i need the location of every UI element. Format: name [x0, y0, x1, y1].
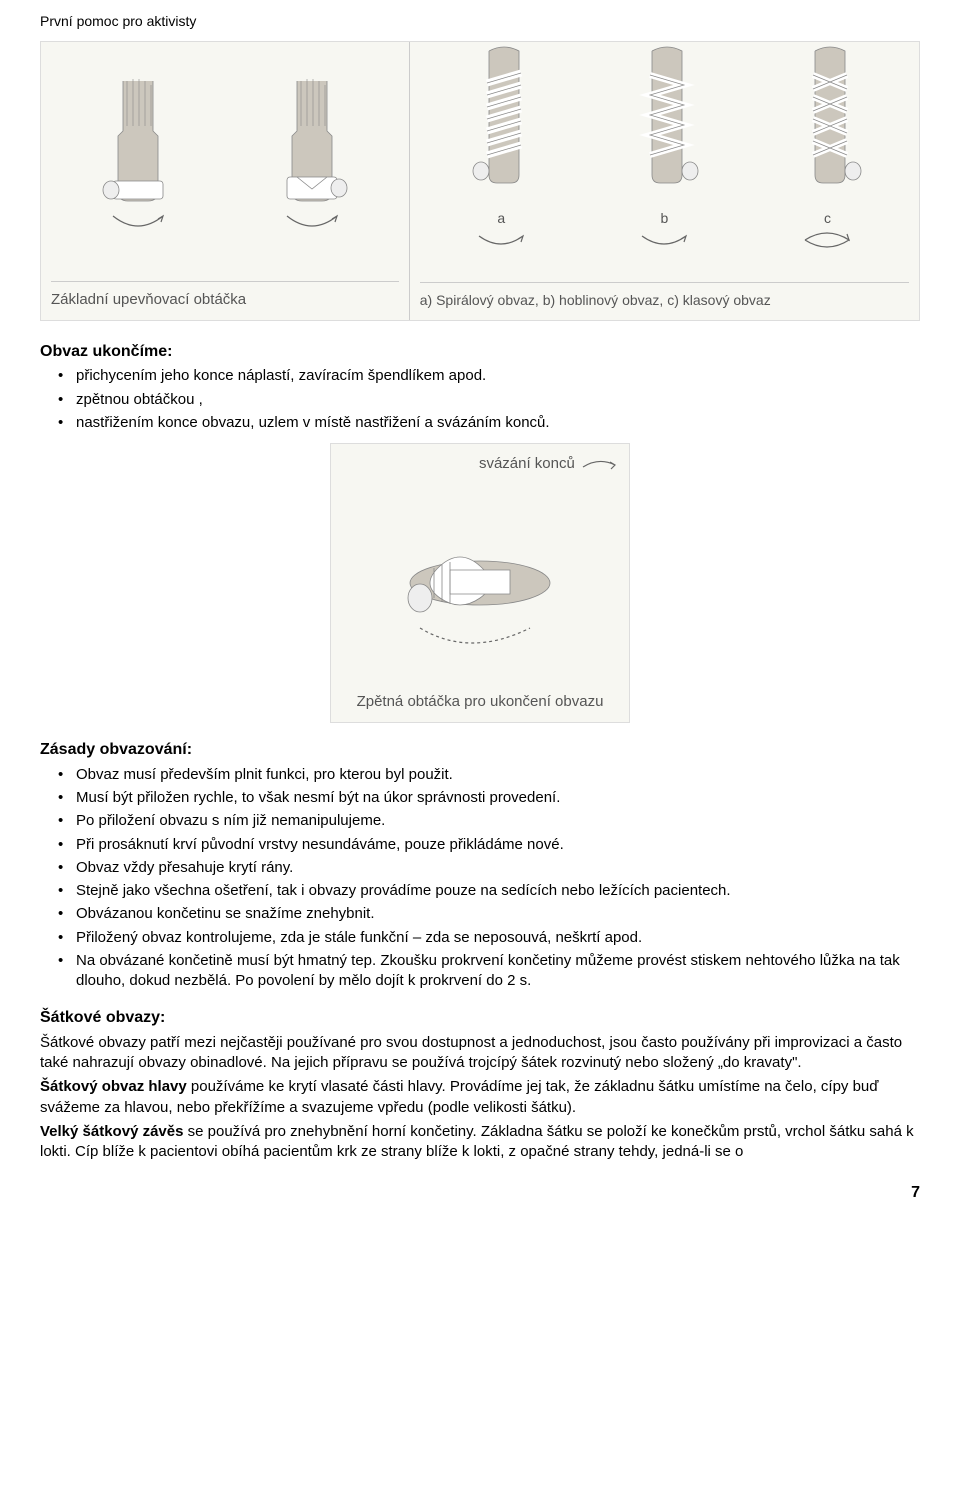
list-item: nastřižením konce obvazu, uzlem v místě … — [76, 413, 920, 433]
figure-right-caption: a) Spirálový obvaz, b) hoblinový obvaz, … — [420, 282, 909, 310]
list-item: Obvaz musí především plnit funkci, pro k… — [76, 765, 920, 785]
figure-left-panel: Základní upevňovací obtáčka — [41, 42, 410, 320]
list-item: Přiložený obvaz kontrolujeme, zda je stá… — [76, 928, 920, 948]
bandage-knot-illustration — [380, 498, 580, 668]
figure-left-caption: Základní upevňovací obtáčka — [51, 281, 399, 310]
list-item: Při prosáknutí krví původní vrstvy nesun… — [76, 835, 920, 855]
list-item: zpětnou obtáčkou , — [76, 390, 920, 410]
list-item: Obvaz vždy přesahuje krytí rány. — [76, 858, 920, 878]
figure-reverse-turn: svázání konců Zpětná obtáčka pro ukončen… — [330, 443, 630, 723]
arm-illustration-b — [624, 45, 704, 205]
paragraph-satkove-1: Šátkové obvazy patří mezi nejčastěji pou… — [40, 1033, 920, 1074]
strong-hlavy: Šátkový obvaz hlavy — [40, 1078, 187, 1095]
heading-obvaz-ukoncime: Obvaz ukončíme: — [40, 341, 920, 363]
heading-zasady: Zásady obvazování: — [40, 739, 920, 761]
page-number: 7 — [40, 1182, 920, 1204]
list-zasady: Obvaz musí především plnit funkci, pro k… — [40, 765, 920, 992]
arm-illustration-a — [461, 45, 541, 205]
list-item: Musí být přiložen rychle, to však nesmí … — [76, 788, 920, 808]
figure-label-a: a — [497, 209, 505, 228]
list-item: Po přiložení obvazu s ním již nemanipulu… — [76, 811, 920, 831]
figure2-bottom-label: Zpětná obtáčka pro ukončení obvazu — [357, 692, 604, 712]
strong-zaves: Velký šátkový závěs — [40, 1123, 183, 1140]
figure-label-b: b — [660, 209, 668, 228]
list-item: Na obvázané končetině musí být hmatný te… — [76, 951, 920, 992]
hand-illustration-2 — [267, 71, 357, 251]
hand-illustration-1 — [93, 71, 183, 251]
list-obvaz-ukoncime: přichycením jeho konce náplastí, zavírac… — [40, 366, 920, 433]
paragraph-satkove-3: Velký šátkový závěs se používá pro znehy… — [40, 1122, 920, 1163]
heading-satkove: Šátkové obvazy: — [40, 1007, 920, 1029]
arm-illustration-c — [787, 45, 867, 205]
figure-label-c: c — [824, 209, 831, 228]
list-item: Stejně jako všechna ošetření, tak i obva… — [76, 881, 920, 901]
page-header: První pomoc pro aktivisty — [40, 12, 920, 31]
paragraph-satkove-2: Šátkový obvaz hlavy používáme ke krytí v… — [40, 1077, 920, 1118]
list-item: Obvázanou končetinu se snažíme znehybnit… — [76, 904, 920, 924]
figure2-top-label: svázání konců — [341, 454, 619, 474]
list-item: přichycením jeho konce náplastí, zavírac… — [76, 366, 920, 386]
figure-bandage-types: Základní upevňovací obtáčka a — [40, 41, 920, 321]
figure-right-panel: a b — [410, 42, 919, 320]
